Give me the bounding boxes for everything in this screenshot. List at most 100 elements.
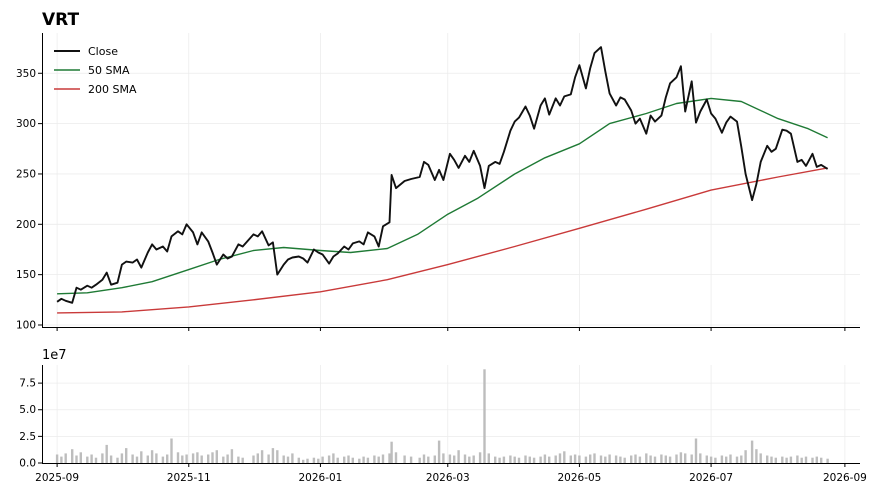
volume-bar	[94, 457, 98, 463]
volume-bar	[634, 454, 637, 463]
volume-bar	[800, 457, 803, 463]
volume-grid	[42, 365, 860, 463]
volume-bar	[668, 456, 672, 463]
chart-title: VRT	[42, 10, 79, 30]
volume-bar	[312, 457, 316, 463]
price-y-tick-label: 150	[16, 269, 36, 281]
volume-bar	[373, 455, 376, 463]
volume-y-tick-label: 2.5	[19, 431, 36, 443]
volume-bar	[161, 456, 165, 463]
volume-bar	[487, 453, 490, 463]
volume-bar	[604, 456, 607, 463]
volume-bar	[343, 456, 346, 463]
volume-bar	[554, 455, 557, 463]
volume-bar	[478, 452, 482, 463]
volume-bar	[101, 453, 104, 463]
volume-bar	[276, 450, 279, 463]
volume-bar	[317, 458, 320, 463]
volume-bar	[321, 456, 324, 463]
volume-bar	[297, 457, 300, 463]
volume-exponent-label: 1e7	[42, 348, 67, 363]
series-line-close	[56, 46, 829, 304]
volume-bar	[332, 453, 335, 463]
volume-bar	[498, 457, 501, 463]
legend-label-0: Close	[88, 45, 118, 58]
volume-bar	[366, 457, 370, 463]
x-tick-label: 2026-03	[426, 472, 470, 484]
volume-bar	[509, 455, 512, 463]
volume-bar	[770, 456, 773, 463]
price-y-tick-label: 350	[16, 68, 36, 80]
volume-bar	[468, 456, 471, 463]
volume-bar	[200, 455, 203, 463]
volume-bar	[140, 451, 143, 463]
volume-bar	[120, 453, 124, 463]
volume-bar	[608, 454, 611, 463]
volume-bar	[630, 455, 633, 463]
volume-x-ticks: 2025-09 2025-11 2026-01 2026-03 2026-05 2026-…	[35, 463, 867, 484]
volume-bar	[815, 456, 818, 463]
volume-bar	[291, 453, 294, 463]
volume-bar	[181, 455, 184, 463]
x-tick-label: 2026-09	[823, 472, 867, 484]
volume-bar	[146, 455, 149, 463]
volume-bar	[422, 454, 426, 463]
volume-bar	[256, 453, 259, 463]
price-y-tick-label: 250	[16, 168, 36, 180]
volume-bar	[735, 456, 739, 463]
series-line-50-sma	[57, 97, 828, 295]
volume-bar	[241, 457, 244, 463]
volume-bar	[766, 455, 769, 463]
volume-y-tick-label: 7.5	[19, 378, 36, 390]
volume-bar	[196, 452, 199, 463]
volume-bar	[222, 456, 225, 463]
volume-y-tick-label: 5.0	[19, 404, 36, 416]
volume-bar	[71, 449, 74, 463]
volume-bar	[351, 457, 354, 463]
volume-bar	[427, 456, 430, 463]
volume-bar	[336, 457, 339, 463]
price-axes	[42, 33, 860, 328]
volume-bar	[260, 450, 264, 463]
volume-bar	[116, 457, 119, 463]
volume-bar	[755, 449, 758, 463]
volume-bar	[170, 438, 173, 463]
x-tick-label: 2025-11	[167, 472, 211, 484]
x-tick-label: 2025-09	[35, 472, 79, 484]
volume-bar	[448, 454, 452, 463]
volume-bar	[418, 457, 421, 463]
volume-bar	[358, 458, 361, 463]
volume-bar	[720, 455, 724, 463]
volume-bar	[150, 450, 154, 463]
volume-bar	[558, 453, 562, 463]
volume-bar	[653, 456, 657, 463]
volume-bar	[660, 454, 663, 463]
volume-bar	[502, 456, 506, 463]
volume-bar	[578, 455, 581, 463]
volume-bar	[282, 455, 285, 463]
volume-bar	[694, 438, 698, 463]
volume-bar	[60, 456, 63, 463]
volume-bar	[191, 453, 195, 463]
volume-bar	[327, 455, 331, 463]
legend: Close 50 SMA 200 SMA	[54, 45, 137, 96]
volume-bar	[774, 457, 777, 463]
volume-bar	[75, 455, 78, 463]
volume-bar	[593, 453, 596, 463]
volume-bar	[524, 455, 527, 463]
volume-bar	[390, 441, 393, 463]
volume-y-tick-label: 0.0	[19, 458, 36, 470]
volume-panel: 1e7 0.02.55.07.5 2025-09 2025-11 2026-01 20…	[19, 348, 867, 484]
volume-bar	[517, 457, 521, 463]
x-tick-label: 2026-05	[557, 472, 601, 484]
volume-bar	[271, 448, 275, 463]
volume-bar	[381, 454, 385, 463]
series-line-200-sma	[57, 167, 828, 314]
volume-bar	[433, 455, 436, 463]
volume-bar	[599, 455, 603, 463]
volume-bar	[796, 455, 799, 463]
price-lines	[56, 46, 829, 314]
volume-bar	[684, 453, 687, 463]
volume-bar	[131, 454, 134, 463]
volume-y-ticks: 0.0 2.5 5.0 7.5	[19, 378, 42, 470]
